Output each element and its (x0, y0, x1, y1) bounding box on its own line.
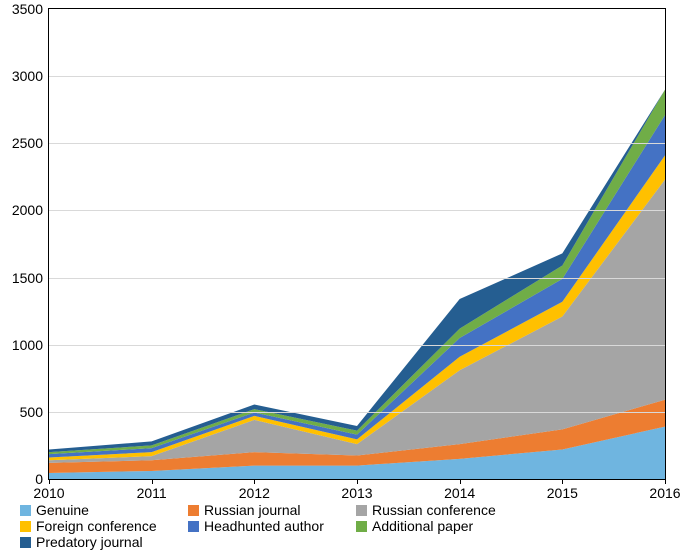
legend-swatch (20, 521, 31, 532)
x-tick-label: 2011 (137, 479, 167, 501)
area-series (49, 180, 665, 463)
x-tick-label: 2012 (239, 479, 270, 501)
y-tick-label: 3000 (12, 68, 49, 84)
legend-swatch (356, 521, 367, 532)
stacked-areas (49, 9, 665, 479)
y-tick-label: 2500 (12, 135, 49, 151)
legend-label: Predatory journal (36, 534, 143, 550)
y-tick-label: 500 (20, 404, 49, 420)
legend-item: Headhunted author (188, 518, 356, 534)
y-tick-label: 2000 (12, 202, 49, 218)
y-gridline (49, 278, 665, 279)
legend-label: Russian journal (204, 502, 301, 518)
legend-label: Headhunted author (204, 518, 324, 534)
y-tick-label: 1000 (12, 337, 49, 353)
x-tick-label: 2014 (444, 479, 475, 501)
x-tick-label: 2016 (649, 479, 680, 501)
y-gridline (49, 345, 665, 346)
legend-swatch (356, 505, 367, 516)
x-tick-label: 2013 (341, 479, 372, 501)
legend-item: Russian conference (356, 502, 524, 518)
y-gridline (49, 143, 665, 144)
legend-item: Genuine (20, 502, 188, 518)
legend-swatch (20, 505, 31, 516)
plot-area: 0500100015002000250030003500201020112012… (48, 8, 666, 480)
y-tick-label: 1500 (12, 270, 49, 286)
chart-container: 0500100015002000250030003500201020112012… (0, 0, 685, 552)
legend-label: Foreign conference (36, 518, 157, 534)
x-tick-label: 2010 (33, 479, 64, 501)
legend-item: Russian journal (188, 502, 356, 518)
legend: Genuine Russian journal Russian conference… (20, 502, 670, 548)
y-tick-label: 3500 (12, 1, 49, 17)
legend-swatch (20, 537, 31, 548)
legend-item: Foreign conference (20, 518, 188, 534)
y-gridline (49, 76, 665, 77)
legend-item: Predatory journal (20, 534, 188, 550)
legend-swatch (188, 505, 199, 516)
y-gridline (49, 210, 665, 211)
legend-label: Additional paper (372, 518, 473, 534)
legend-swatch (188, 521, 199, 532)
legend-label: Genuine (36, 502, 89, 518)
x-tick-label: 2015 (547, 479, 578, 501)
legend-label: Russian conference (372, 502, 496, 518)
legend-item: Additional paper (356, 518, 524, 534)
y-gridline (49, 412, 665, 413)
